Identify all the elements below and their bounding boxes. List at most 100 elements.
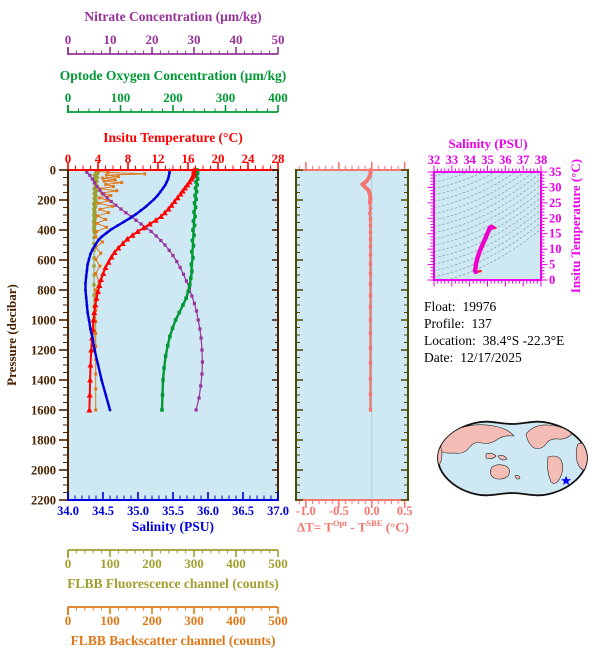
svg-text:1600: 1600 bbox=[31, 404, 56, 418]
salinity-profile-curve bbox=[84, 168, 171, 412]
svg-text:-1.0: -1.0 bbox=[296, 504, 316, 518]
ts-curve bbox=[472, 224, 495, 275]
svg-text:8: 8 bbox=[125, 151, 132, 166]
float-label: Float: bbox=[424, 299, 456, 314]
nitrate-standalone-axis: 0 10 20 30 40 50 bbox=[65, 32, 285, 55]
delta-label-part: - T bbox=[347, 519, 367, 535]
temperature-axis-title: Insitu Temperature (°C) bbox=[103, 130, 243, 145]
backscatter-standalone-axis: 0 100 200 300 400 500 bbox=[65, 606, 288, 628]
svg-text:200: 200 bbox=[37, 194, 56, 208]
date-label: Date: bbox=[424, 350, 454, 365]
svg-text:15: 15 bbox=[549, 227, 562, 241]
svg-text:35: 35 bbox=[549, 165, 562, 179]
oxygen-profile-curve bbox=[160, 168, 200, 412]
svg-text:0: 0 bbox=[65, 556, 72, 571]
delta-t-axis-title: ΔT= TOpt - TSBE (°C) bbox=[287, 518, 419, 535]
float-id-line: Float: 19976 bbox=[424, 298, 564, 315]
svg-text:0: 0 bbox=[65, 32, 72, 47]
svg-text:600: 600 bbox=[37, 254, 56, 268]
delta-label-sup: SBE bbox=[366, 518, 383, 528]
svg-text:1400: 1400 bbox=[31, 374, 56, 388]
svg-text:2000: 2000 bbox=[31, 464, 56, 478]
delta-t-plot: -1.0 -0.5 0.0 0.5 bbox=[295, 162, 413, 518]
svg-text:34.0: 34.0 bbox=[57, 504, 79, 518]
continent bbox=[490, 464, 510, 480]
temperature-profile-curve bbox=[86, 166, 197, 413]
salinity-axis-title: Salinity (PSU) bbox=[131, 519, 215, 534]
ts-salinity-axis-title: Salinity (PSU) bbox=[448, 136, 528, 151]
svg-text:0: 0 bbox=[65, 151, 72, 166]
svg-text:36.0: 36.0 bbox=[197, 504, 219, 518]
svg-text:400: 400 bbox=[226, 613, 246, 628]
date-line: Date: 12/17/2025 bbox=[424, 349, 564, 366]
profile-value: 137 bbox=[471, 316, 492, 331]
svg-text:30: 30 bbox=[188, 32, 201, 47]
svg-text:0: 0 bbox=[65, 613, 72, 628]
location-label: Location: bbox=[424, 333, 476, 348]
date-value: 12/17/2025 bbox=[460, 350, 522, 365]
continent bbox=[485, 453, 497, 459]
svg-text:35: 35 bbox=[481, 153, 494, 167]
svg-text:37.0: 37.0 bbox=[267, 504, 289, 518]
float-value: 19976 bbox=[462, 299, 497, 314]
svg-text:4: 4 bbox=[95, 151, 102, 166]
svg-text:50: 50 bbox=[272, 32, 285, 47]
svg-text:10: 10 bbox=[104, 32, 117, 47]
oxygen-standalone-axis: 0 100 200 300 400 bbox=[65, 90, 288, 113]
svg-text:500: 500 bbox=[268, 556, 288, 571]
nitrate-axis-title: Nitrate Concentration (µm/kg) bbox=[84, 9, 262, 24]
svg-text:33: 33 bbox=[446, 153, 459, 167]
svg-text:800: 800 bbox=[37, 284, 56, 298]
delta-plot-background bbox=[296, 170, 408, 500]
map-land bbox=[438, 423, 587, 484]
svg-text:25: 25 bbox=[549, 196, 562, 210]
svg-text:200: 200 bbox=[163, 90, 183, 105]
svg-text:200: 200 bbox=[142, 556, 162, 571]
svg-text:28: 28 bbox=[272, 151, 286, 166]
svg-text:34.5: 34.5 bbox=[92, 504, 114, 518]
float-position-star bbox=[561, 475, 572, 485]
backscatter-axis-title: FLBB Backscatter channel (counts) bbox=[70, 633, 276, 648]
main-plot-background bbox=[68, 170, 278, 500]
profile-label: Profile: bbox=[424, 316, 465, 331]
continent bbox=[547, 455, 564, 484]
continent bbox=[565, 423, 575, 429]
svg-text:400: 400 bbox=[268, 90, 288, 105]
world-map bbox=[437, 420, 588, 497]
oxygen-axis-title: Optode Oxygen Concentration (µm/kg) bbox=[59, 68, 287, 83]
svg-text:37: 37 bbox=[517, 153, 530, 167]
fluorescence-axis-title: FLBB Fluorescence channel (counts) bbox=[67, 576, 279, 591]
svg-text:30: 30 bbox=[549, 180, 562, 194]
svg-text:36: 36 bbox=[499, 153, 512, 167]
float-info: Float: 19976 Profile: 137 Location: 38.4°S … bbox=[424, 298, 564, 366]
svg-text:400: 400 bbox=[226, 556, 246, 571]
svg-text:5: 5 bbox=[549, 258, 555, 272]
svg-text:10: 10 bbox=[549, 242, 562, 256]
svg-text:40: 40 bbox=[230, 32, 243, 47]
svg-text:35.5: 35.5 bbox=[162, 504, 184, 518]
svg-text:200: 200 bbox=[142, 613, 162, 628]
delta-label-part: ΔT= T bbox=[297, 519, 333, 535]
continent bbox=[514, 475, 521, 480]
svg-text:100: 100 bbox=[111, 90, 131, 105]
svg-text:38: 38 bbox=[535, 153, 548, 167]
main-profile-plot bbox=[68, 166, 278, 500]
svg-text:20: 20 bbox=[549, 211, 562, 225]
svg-text:100: 100 bbox=[100, 613, 120, 628]
main-plot-axes: 0 4 8 12 16 20 24 28 0 200 400 600 800 1000 1200 1400 16… bbox=[4, 151, 289, 518]
svg-text:1200: 1200 bbox=[31, 344, 56, 358]
svg-text:1800: 1800 bbox=[31, 434, 56, 448]
profile-line: Profile: 137 bbox=[424, 315, 564, 332]
ts-frame bbox=[433, 171, 542, 281]
svg-text:36.5: 36.5 bbox=[232, 504, 254, 518]
svg-text:35.0: 35.0 bbox=[127, 504, 149, 518]
delta-label-sup: Opt bbox=[332, 518, 348, 528]
svg-text:-0.5: -0.5 bbox=[329, 504, 349, 518]
svg-text:20: 20 bbox=[212, 151, 225, 166]
svg-text:Pressure (decibar): Pressure (decibar) bbox=[4, 284, 19, 386]
svg-text:0: 0 bbox=[65, 90, 72, 105]
svg-text:32: 32 bbox=[428, 153, 441, 167]
